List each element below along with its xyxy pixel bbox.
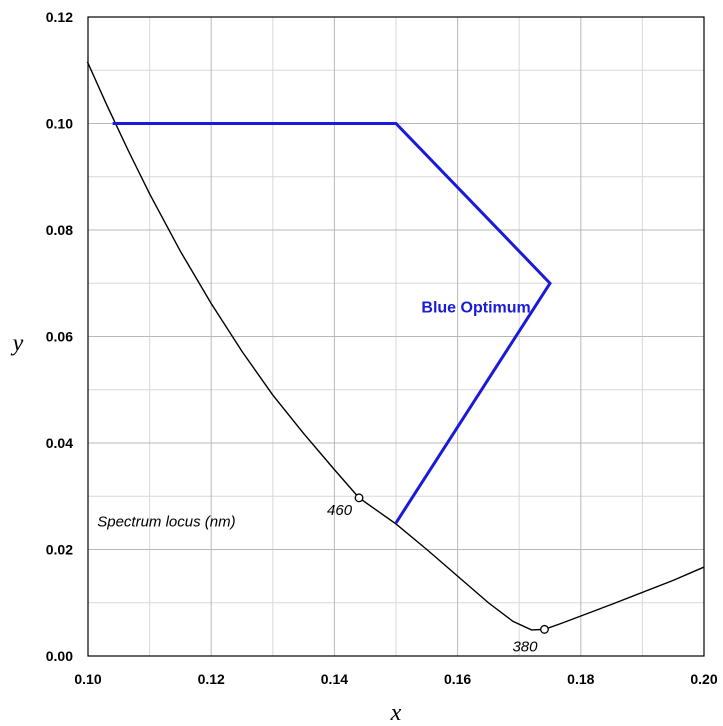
x-tick-label: 0.16 [444,671,471,687]
spectrum-locus-label: Spectrum locus (nm) [97,514,235,531]
y-tick-label: 0.12 [46,9,73,25]
y-tick-label: 0.04 [46,435,73,451]
y-tick-label: 0.02 [46,542,73,558]
wavelength-marker [354,493,364,503]
wavelength-marker-label: 460 [327,502,353,519]
y-tick-label: 0.08 [46,222,73,238]
y-tick-label: 0.00 [46,648,73,664]
y-tick-label: 0.10 [46,116,73,132]
blue-optimum-label: Blue Optimum [421,300,530,317]
x-tick-label: 0.10 [74,671,101,687]
wavelength-marker-label: 380 [512,638,538,655]
x-tick-label: 0.12 [198,671,225,687]
x-tick-labels: 0.10 0.12 0.14 0.16 0.18 0.20 [74,671,717,687]
marker-layer: 460 380 [327,493,549,655]
blue-optimum-line [112,122,552,524]
spectrum-locus-line [86,61,705,631]
annotation-layer: Spectrum locus (nm) Blue Optimum [97,300,531,531]
y-axis-title: y [11,331,24,357]
x-axis-title: x [390,700,402,726]
y-tick-labels: 0.00 0.02 0.04 0.06 0.08 0.10 0.12 [46,9,73,664]
series-layer [86,61,705,631]
plot-frame [87,16,705,657]
x-tick-label: 0.14 [321,671,348,687]
x-tick-label: 0.20 [690,671,717,687]
wavelength-marker [540,624,549,634]
y-tick-label: 0.06 [46,329,73,345]
x-tick-label: 0.18 [567,671,594,687]
